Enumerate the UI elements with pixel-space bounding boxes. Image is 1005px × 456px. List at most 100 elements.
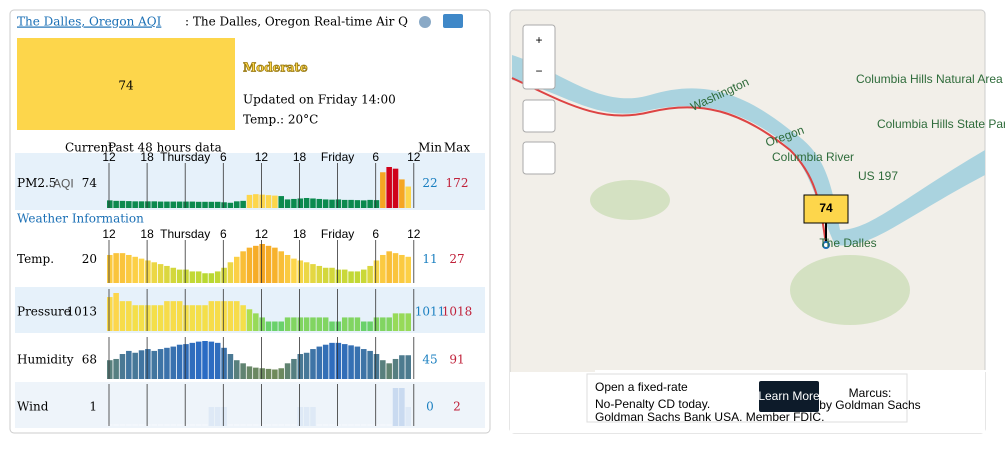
history-bar [240,200,246,208]
history-bar [151,305,157,331]
history-bar [132,201,138,208]
history-bar [361,200,367,208]
marker-dot [822,241,830,249]
history-bar [151,262,157,283]
history-bar [348,271,354,283]
history-bar [259,244,265,283]
history-bar [354,346,361,379]
hour-label: 12 [102,150,116,164]
history-bar [132,305,138,331]
history-bar [373,260,380,283]
zoom-out[interactable]: − [535,64,542,78]
history-bar [399,179,405,208]
history-bar [373,354,380,379]
city-link[interactable]: The Dalles, Oregon AQI [17,15,162,29]
history-bar [176,344,183,379]
history-bar [341,424,348,426]
history-bar [227,354,234,379]
ad-line: Open a fixed-rate [595,380,688,394]
history-bar [310,349,316,379]
history-bar [240,305,246,331]
history-bar [329,342,335,379]
row-label: Temp. [17,252,54,266]
history-bar [316,424,323,426]
history-bar [208,341,215,379]
history-bar [380,424,386,426]
row-max: 1018 [442,305,473,319]
row-label: Humidity [17,353,74,367]
hour-label: Friday [321,227,354,241]
ad-brand-sub: by Goldman Sachs [819,398,920,412]
history-bar [253,194,259,208]
history-bar [176,269,183,283]
history-bar [354,200,361,208]
layer-button[interactable] [522,141,556,175]
history-bar [164,301,170,331]
history-bar [361,424,367,426]
history-bar [145,424,151,426]
history-bar [310,264,316,283]
row-max: 172 [446,176,469,190]
history-bar [195,271,202,283]
zoom-in[interactable]: + [535,33,542,47]
row-min: 11 [422,252,437,266]
history-bar [208,407,215,426]
row-current: 1013 [66,305,97,319]
ad-button[interactable] [759,381,819,412]
history-bar [278,424,284,426]
history-bar [157,424,164,426]
history-bar [176,301,183,331]
history-bar [170,346,177,379]
history-bar [119,253,126,283]
history-bar [265,321,272,331]
history-bar [227,424,234,426]
history-bar [234,424,240,426]
history-bar [107,200,113,208]
history-bar [170,201,177,208]
history-bar [341,199,348,208]
history-bar [297,317,304,331]
history-bar [297,354,304,379]
history-bar [221,347,227,379]
history-bar [259,368,265,379]
river [512,55,985,246]
aqi-status: Moderate [243,61,308,75]
history-bar [126,254,132,283]
history-bar [284,317,291,331]
history-bar [138,201,145,208]
history-bar [322,424,329,426]
history-bar [278,196,284,208]
history-bar [392,253,399,283]
history-bar [278,321,284,331]
history-bar [354,317,361,331]
history-bar [208,301,215,331]
history-bar [399,254,405,283]
history-bar [291,258,297,283]
history-bar [183,424,189,426]
ad-brand: Marcus: [849,386,892,400]
history-bar [145,201,151,208]
history-bar [386,251,392,283]
share-icon[interactable] [419,16,431,28]
history-bar [183,344,189,379]
history-bar [246,424,253,426]
ad-line: No-Penalty CD today. [595,397,710,411]
map-marker[interactable] [803,194,849,224]
history-bar [291,424,297,426]
history-bar [157,349,164,379]
history-bar [107,360,113,379]
park [590,180,670,220]
history-bar [170,267,177,283]
hour-label: Friday [321,150,354,164]
map-label: The Dalles [819,236,876,250]
map-label: US 197 [858,169,898,183]
subtitle: : The Dalles, Oregon Real-time Air Q [185,15,408,29]
fullscreen-button[interactable] [522,99,556,133]
ad-banner[interactable] [586,373,908,423]
history-bar [367,424,373,426]
history-bar [361,349,367,379]
history-bar [265,245,272,283]
embed-icon[interactable] [443,14,463,28]
history-bar [329,199,335,208]
